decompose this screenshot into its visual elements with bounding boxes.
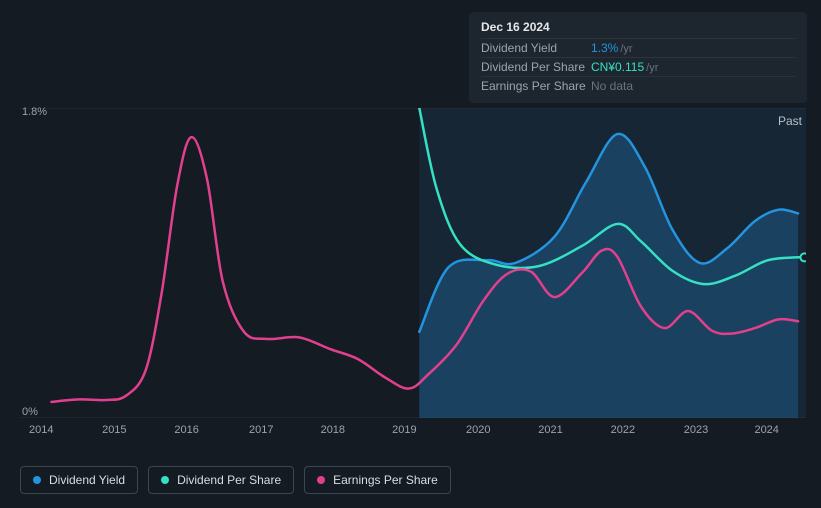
x-tick-label: 2018: [321, 424, 345, 436]
x-tick-label: 2016: [174, 424, 198, 436]
tooltip-rows: Dividend Yield1.3% /yrDividend Per Share…: [481, 38, 795, 95]
legend-dot-icon: [33, 476, 41, 484]
legend-item[interactable]: Dividend Yield: [20, 466, 138, 494]
tooltip-row-label: Dividend Per Share: [481, 60, 591, 74]
tooltip-row: Dividend Per ShareCN¥0.115 /yr: [481, 57, 795, 76]
past-label: Past: [778, 114, 802, 128]
x-tick-label: 2019: [392, 424, 416, 436]
x-tick-label: 2014: [29, 424, 53, 436]
legend-label: Earnings Per Share: [333, 473, 438, 487]
tooltip-row-value: No data: [591, 79, 633, 93]
tooltip-row: Dividend Yield1.3% /yr: [481, 38, 795, 57]
x-tick-label: 2017: [249, 424, 273, 436]
y-axis-bottom-label: 0%: [22, 406, 38, 418]
y-axis-top-label: 1.8%: [22, 106, 47, 118]
legend-dot-icon: [317, 476, 325, 484]
legend: Dividend Yield Dividend Per Share Earnings…: [20, 466, 451, 494]
x-tick-label: 2023: [684, 424, 708, 436]
x-tick-label: 2020: [466, 424, 490, 436]
legend-dot-icon: [161, 476, 169, 484]
tooltip-row: Earnings Per ShareNo data: [481, 76, 795, 95]
tooltip-row-label: Earnings Per Share: [481, 79, 591, 93]
tooltip-row-value: CN¥0.115 /yr: [591, 60, 658, 74]
chart-tooltip: Dec 16 2024 Dividend Yield1.3% /yrDivide…: [469, 12, 807, 103]
tooltip-row-value: 1.3% /yr: [591, 41, 633, 55]
legend-label: Dividend Yield: [49, 473, 125, 487]
chart-svg: [20, 108, 806, 418]
legend-label: Dividend Per Share: [177, 473, 281, 487]
legend-item[interactable]: Dividend Per Share: [148, 466, 294, 494]
x-tick-label: 2021: [538, 424, 562, 436]
chart-area: 1.8% 0% Past: [20, 108, 806, 438]
x-tick-label: 2015: [102, 424, 126, 436]
tooltip-row-label: Dividend Yield: [481, 41, 591, 55]
legend-item[interactable]: Earnings Per Share: [304, 466, 451, 494]
tooltip-date: Dec 16 2024: [481, 20, 795, 34]
x-tick-label: 2024: [754, 424, 778, 436]
x-tick-label: 2022: [611, 424, 635, 436]
